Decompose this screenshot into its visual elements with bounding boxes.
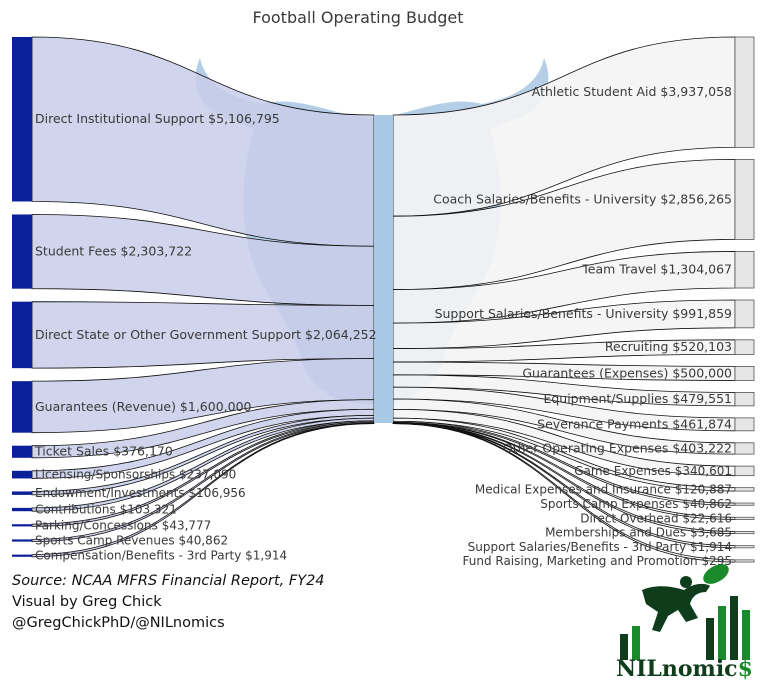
source-label-student-fees: Student Fees $2,303,722 bbox=[35, 244, 192, 259]
target-label-recruiting: Recruiting $520,103 bbox=[605, 339, 732, 354]
target-node-recruiting bbox=[734, 339, 755, 355]
target-node-team-travel bbox=[734, 251, 755, 289]
target-node-memberships-and-dues bbox=[734, 531, 755, 535]
target-node-medical-expenses-and-insurance bbox=[734, 487, 755, 492]
source-label-ticket-sales: Ticket Sales $376,170 bbox=[34, 444, 173, 459]
target-label-memberships-and-dues: Memberships and Dues $3,685 bbox=[545, 526, 732, 540]
source-label-parking-concessions: Parking/Concessions $43,777 bbox=[35, 518, 211, 532]
target-node-support-salaries-benefits-3rd-party bbox=[734, 545, 755, 549]
player-head-icon bbox=[680, 576, 692, 588]
target-label-guarantees-expenses: Guarantees (Expenses) $500,000 bbox=[522, 365, 732, 380]
target-node-game-expenses bbox=[734, 465, 755, 477]
target-node-severance-payments bbox=[734, 417, 755, 432]
bar-icon-5 bbox=[730, 596, 738, 660]
target-label-team-travel: Team Travel $1,304,067 bbox=[581, 262, 732, 277]
chart-title: Football Operating Budget bbox=[252, 8, 463, 27]
source-node-student-fees bbox=[12, 214, 32, 289]
target-node-other-operating-expenses bbox=[734, 442, 755, 455]
football-icon bbox=[703, 564, 729, 584]
source-node-direct-institutional-support bbox=[12, 37, 32, 202]
nilnomics-brand: NILnomic$ bbox=[616, 656, 753, 682]
source-node-sports-camp-revenues bbox=[12, 539, 32, 542]
bar-icon-1 bbox=[620, 634, 628, 660]
target-label-support-salaries-benefits-university: Support Salaries/Benefits - University $… bbox=[435, 306, 732, 321]
source-node-compensation-benefits-3rd-party bbox=[12, 554, 32, 557]
player-silhouette-icon bbox=[642, 583, 710, 632]
source-node-ticket-sales bbox=[12, 445, 32, 458]
source-label-endowment-investments: Endowment/Investments $106,956 bbox=[35, 486, 246, 500]
target-label-equipment-supplies: Equipment/Supplies $479,551 bbox=[543, 391, 732, 406]
target-node-direct-overhead bbox=[734, 516, 755, 520]
hub-node bbox=[374, 115, 393, 423]
source-node-contributions bbox=[12, 507, 32, 512]
source-label-contributions: Contributions $103,321 bbox=[35, 503, 177, 517]
source-label-licensing-sponsorships: Licensing/Sponsorships $237,090 bbox=[35, 468, 236, 482]
bar-icon-6 bbox=[742, 610, 750, 660]
source-node-endowment-investments bbox=[12, 491, 32, 495]
target-label-coach-salaries-benefits-university: Coach Salaries/Benefits - University $2,… bbox=[433, 191, 732, 206]
target-node-support-salaries-benefits-university bbox=[734, 299, 755, 329]
target-node-equipment-supplies bbox=[734, 392, 755, 407]
source-node-direct-state-or-other-government-support bbox=[12, 301, 32, 369]
target-node-guarantees-expenses bbox=[734, 366, 755, 381]
target-label-sports-camp-expenses: Sports Camp Expenses $40,862 bbox=[540, 497, 732, 511]
visual-credit: Visual by Greg Chick bbox=[12, 594, 162, 610]
source-label-sports-camp-revenues: Sports Camp Revenues $40,862 bbox=[35, 534, 228, 548]
social-handles: @GregChickPhD/@NILnomics bbox=[12, 615, 225, 631]
target-label-medical-expenses-and-insurance: Medical Expenses and Insurance $120,887 bbox=[475, 482, 732, 496]
target-label-direct-overhead: Direct Overhead $22,616 bbox=[580, 511, 732, 525]
source-label-direct-state-or-other-government-support: Direct State or Other Government Support… bbox=[35, 327, 377, 342]
target-node-athletic-student-aid bbox=[734, 36, 755, 148]
brand-dollar: $ bbox=[737, 656, 753, 682]
bar-icon-2 bbox=[632, 626, 640, 660]
target-label-other-operating-expenses: Other Operating Expenses $403,222 bbox=[503, 440, 732, 455]
target-label-severance-payments: Severance Payments $461,874 bbox=[537, 416, 732, 431]
target-label-athletic-student-aid: Athletic Student Aid $3,937,058 bbox=[532, 84, 732, 99]
bar-icon-3 bbox=[706, 618, 714, 660]
source-node-guarantees-revenue bbox=[12, 381, 32, 433]
football-player-logo-icon bbox=[620, 564, 750, 660]
target-node-fund-raising-marketing-and-promotion bbox=[734, 559, 755, 563]
target-node-coach-salaries-benefits-university bbox=[734, 158, 755, 240]
source-node-licensing-sponsorships bbox=[12, 470, 32, 479]
brand-text: NILnomic bbox=[616, 656, 738, 682]
source-label-direct-institutional-support: Direct Institutional Support $5,106,795 bbox=[35, 111, 280, 126]
source-credit: Source: NCAA MFRS Financial Report, FY24 bbox=[12, 573, 325, 589]
source-node-parking-concessions bbox=[12, 524, 32, 527]
target-label-fund-raising-marketing-and-promotion: Fund Raising, Marketing and Promotion $2… bbox=[462, 554, 732, 568]
target-label-game-expenses: Game Expenses $340,601 bbox=[574, 464, 732, 478]
target-label-support-salaries-benefits-3rd-party: Support Salaries/Benefits - 3rd Party $1… bbox=[468, 540, 732, 554]
link-compensation-benefits-3rd-party bbox=[31, 422, 375, 558]
bar-icon-4 bbox=[718, 606, 726, 660]
target-node-sports-camp-expenses bbox=[734, 502, 755, 506]
source-label-compensation-benefits-3rd-party: Compensation/Benefits - 3rd Party $1,914 bbox=[35, 549, 287, 563]
source-label-guarantees-revenue: Guarantees (Revenue) $1,600,000 bbox=[35, 399, 252, 414]
